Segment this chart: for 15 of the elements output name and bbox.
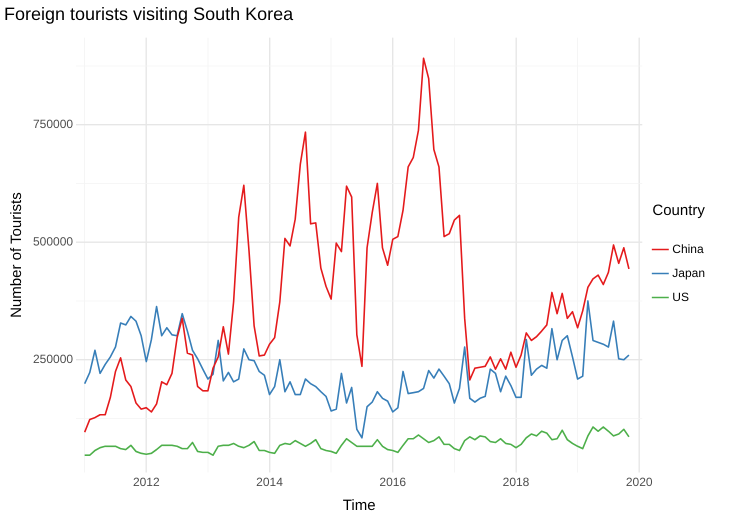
legend-label: Japan: [672, 266, 706, 280]
x-tick-label: 2014: [256, 475, 284, 490]
legend-label: US: [672, 290, 689, 304]
legend-title: Country: [652, 202, 706, 220]
x-axis-title: Time: [342, 497, 376, 514]
y-tick-label: 250000: [32, 352, 74, 366]
y-tick-label: 750000: [32, 116, 74, 131]
x-tick-label: 2018: [502, 475, 530, 490]
legend-label: China: [672, 242, 704, 256]
chart-title: Foreign tourists visiting South Korea: [4, 4, 294, 24]
y-tick-label: 500000: [32, 234, 74, 248]
x-tick-label: 2020: [626, 475, 653, 490]
x-tick-label: 2016: [379, 475, 406, 490]
x-tick-label: 2012: [132, 475, 160, 490]
y-axis-title: Number of Tourists: [8, 192, 26, 318]
